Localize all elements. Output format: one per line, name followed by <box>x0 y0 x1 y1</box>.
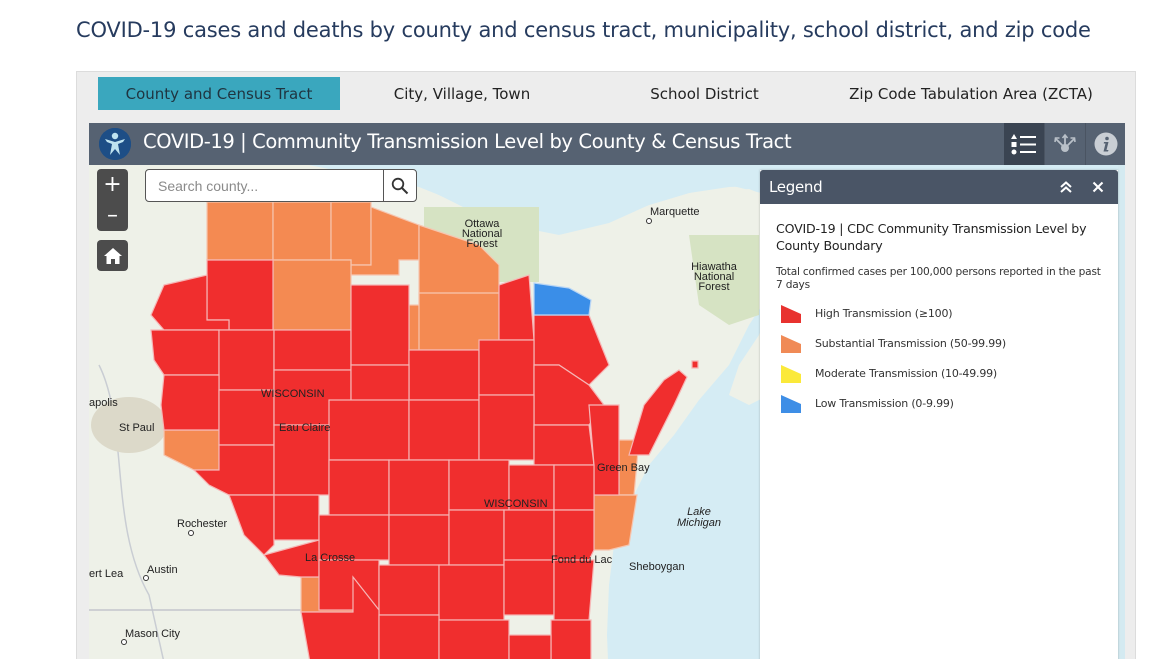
svg-text:St Paul: St Paul <box>119 422 154 434</box>
search-icon <box>391 177 409 194</box>
legend-item-low: Low Transmission (0-9.99) <box>776 388 1102 418</box>
svg-text:WISCONSIN: WISCONSIN <box>484 498 548 510</box>
legend-list-icon <box>1011 134 1036 155</box>
page-heading: COVID-19 cases and deaths by county and … <box>76 18 1091 42</box>
zoom-out-button[interactable]: – <box>107 203 118 228</box>
close-icon <box>1092 181 1104 193</box>
legend-button[interactable] <box>1004 123 1044 165</box>
svg-text:Mason City: Mason City <box>125 628 181 640</box>
legend-description: Total confirmed cases per 100,000 person… <box>776 266 1101 291</box>
high-transmission-swatch-icon <box>781 305 801 323</box>
svg-text:La Crosse: La Crosse <box>305 552 355 564</box>
county-search <box>145 169 417 202</box>
svg-text:Michigan: Michigan <box>677 517 721 529</box>
legend-close-button[interactable] <box>1084 170 1112 204</box>
legend-collapse-button[interactable] <box>1052 170 1080 204</box>
svg-text:Hiawatha: Hiawatha <box>691 261 738 273</box>
chevron-double-up-icon <box>1060 181 1072 193</box>
zoom-control: + – <box>97 169 128 231</box>
map-widget: County and Census Tract City, Village, T… <box>76 71 1136 659</box>
home-button[interactable] <box>97 240 128 271</box>
legend-panel: Legend COVID-19 | CDC Community Transmis… <box>760 170 1118 659</box>
svg-text:National: National <box>694 271 734 283</box>
map-app: COVID-19 | Community Transmission Level … <box>89 123 1125 659</box>
svg-text:WISCONSIN: WISCONSIN <box>261 388 325 400</box>
legend-label: Low Transmission (0-9.99) <box>815 396 954 410</box>
low-transmission-swatch-icon <box>781 395 801 413</box>
svg-text:apolis: apolis <box>89 397 118 409</box>
map-label-marquette: Marquette <box>650 206 700 218</box>
substantial-transmission-swatch-icon <box>781 335 801 353</box>
svg-text:ert Lea: ert Lea <box>89 568 124 580</box>
legend-title: Legend <box>769 178 823 196</box>
svg-text:Fond du Lac: Fond du Lac <box>551 554 613 566</box>
zoom-in-button[interactable]: + <box>103 172 122 197</box>
app-header: COVID-19 | Community Transmission Level … <box>89 123 1125 165</box>
legend-layer-title: COVID-19 | CDC Community Transmission Le… <box>776 221 1087 253</box>
info-icon <box>1094 132 1118 156</box>
app-logo-icon <box>99 128 131 160</box>
share-icon <box>1054 133 1076 152</box>
legend-label: Moderate Transmission (10-49.99) <box>815 366 998 380</box>
svg-text:Eau Claire: Eau Claire <box>279 422 330 434</box>
tab-school-district[interactable]: School District <box>650 84 759 103</box>
legend-body: COVID-19 | CDC Community Transmission Le… <box>760 204 1118 418</box>
tab-county-census-tract[interactable]: County and Census Tract <box>98 77 340 110</box>
tab-bar: County and Census Tract City, Village, T… <box>77 72 1135 118</box>
legend-item-high: High Transmission (≥100) <box>776 298 1102 328</box>
share-button[interactable] <box>1045 123 1085 165</box>
svg-text:Green Bay: Green Bay <box>597 462 650 474</box>
map-edge <box>1118 165 1125 659</box>
header-divider <box>1085 123 1086 165</box>
app-title: COVID-19 | Community Transmission Level … <box>143 130 792 153</box>
search-button[interactable] <box>383 170 416 201</box>
header-divider <box>1044 123 1045 165</box>
svg-text:Ottawa: Ottawa <box>465 218 501 230</box>
svg-text:Forest: Forest <box>466 238 497 250</box>
legend-item-substantial: Substantial Transmission (50-99.99) <box>776 328 1102 358</box>
tab-zcta[interactable]: Zip Code Tabulation Area (ZCTA) <box>849 84 1093 103</box>
info-button[interactable] <box>1086 123 1125 165</box>
legend-header: Legend <box>760 170 1118 204</box>
legend-label: High Transmission (≥100) <box>815 306 953 320</box>
tab-city-village-town[interactable]: City, Village, Town <box>393 84 531 103</box>
svg-text:Rochester: Rochester <box>177 518 227 530</box>
home-icon <box>103 247 122 264</box>
svg-text:Forest: Forest <box>698 281 729 293</box>
svg-text:Sheboygan: Sheboygan <box>629 561 685 573</box>
search-county-input[interactable] <box>146 170 383 201</box>
legend-item-moderate: Moderate Transmission (10-49.99) <box>776 358 1102 388</box>
svg-text:National: National <box>462 228 502 240</box>
svg-text:Austin: Austin <box>147 564 178 576</box>
legend-label: Substantial Transmission (50-99.99) <box>815 336 1006 350</box>
moderate-transmission-swatch-icon <box>781 365 801 383</box>
legend-items: High Transmission (≥100) Substantial Tra… <box>776 298 1102 418</box>
svg-text:Lake: Lake <box>687 506 711 518</box>
